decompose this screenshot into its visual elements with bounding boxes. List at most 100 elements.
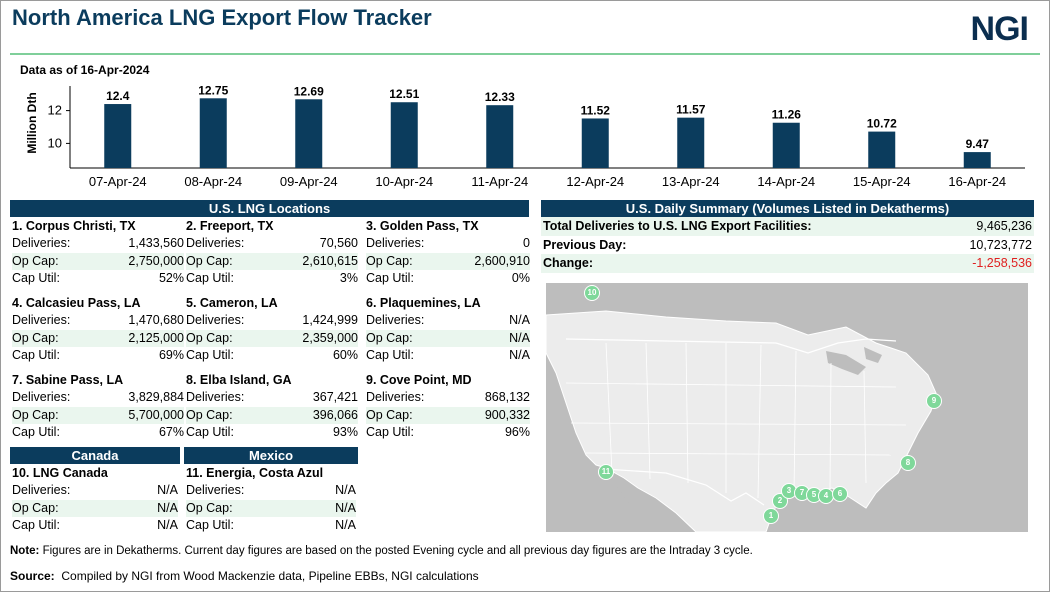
deliveries-value: 0: [523, 236, 530, 250]
cap-util-label: Cap Util:: [186, 348, 234, 362]
location-name: 9. Cove Point, MD: [366, 373, 472, 387]
op-cap-label: Op Cap:: [12, 330, 59, 345]
deliveries-value: N/A: [335, 483, 356, 497]
op-cap-label: Op Cap:: [186, 407, 233, 422]
deliveries-value: 1,470,680: [128, 313, 184, 327]
bar-value-label: 12.4: [106, 89, 130, 103]
facility-marker-9: 9: [926, 393, 942, 409]
y-tick-label: 12: [48, 103, 62, 118]
x-tick-label: 12-Apr-24: [566, 174, 624, 189]
location-card-8: 8. Elba Island, GA Deliveries: 367,421 Op C…: [186, 371, 358, 442]
summary-row-total: Total Deliveries to U.S. LNG Export Faci…: [541, 217, 1034, 236]
location-card-energia-costa-azul: 11. Energia, Costa Azul Deliveries: N/A O…: [186, 464, 356, 535]
summary-row-previous: Previous Day: 10,723,772: [541, 236, 1034, 255]
op-cap-label: Op Cap:: [186, 330, 233, 345]
cap-util-label: Cap Util:: [12, 348, 60, 362]
location-name: 10. LNG Canada: [12, 466, 108, 480]
summary-value: 9,465,236: [976, 219, 1032, 233]
deliveries-value: N/A: [157, 483, 178, 497]
bar-value-label: 11.26: [772, 108, 802, 122]
y-tick-label: 10: [48, 135, 62, 150]
cap-util-value: N/A: [157, 518, 178, 532]
deliveries-value: 1,424,999: [302, 313, 358, 327]
canada-header: Canada: [10, 447, 180, 464]
deliveries-label: Deliveries:: [12, 313, 71, 327]
cap-util-label: Cap Util:: [366, 271, 414, 285]
op-cap-label: Op Cap:: [366, 330, 413, 345]
summary-label: Previous Day:: [543, 237, 627, 252]
cap-util-value: 96%: [504, 425, 530, 439]
summary-header: U.S. Daily Summary (Volumes Listed in De…: [541, 200, 1034, 217]
op-cap-value: 900,332: [484, 407, 530, 422]
cap-util-value: 69%: [158, 348, 184, 362]
location-name: 6. Plaquemines, LA: [366, 296, 481, 310]
op-cap-value: 5,700,000: [128, 407, 184, 422]
location-card-6: 6. Plaquemines, LA Deliveries: N/A Op Cap: N…: [366, 294, 530, 365]
op-cap-label: Op Cap:: [12, 500, 59, 515]
ngi-logo: NGI: [970, 10, 1029, 48]
daily-summary-table: Total Deliveries to U.S. LNG Export Faci…: [541, 217, 1034, 273]
facility-marker-11: 11: [598, 464, 614, 480]
x-tick-label: 16-Apr-24: [948, 174, 1006, 189]
flow-bar-chart: Million Dth 10 12 12.4 07-Apr-24 12.75 08-Apr…: [25, 83, 1025, 189]
location-name: 1. Corpus Christi, TX: [12, 219, 136, 233]
location-card-1: 1. Corpus Christi, TX Deliveries: 1,433,56…: [12, 217, 184, 288]
location-card-3: 3. Golden Pass, TX Deliveries: 0 Op Cap: 2,6…: [366, 217, 530, 288]
deliveries-value: 367,421: [312, 390, 358, 404]
cap-util-value: 3%: [339, 271, 358, 285]
op-cap-value: 396,066: [312, 407, 358, 422]
location-name: 2. Freeport, TX: [186, 219, 274, 233]
bar-value-label: 12.69: [294, 84, 324, 98]
bar-value-label: 12.75: [198, 83, 228, 97]
deliveries-value: 3,829,884: [128, 390, 184, 404]
location-name: 8. Elba Island, GA: [186, 373, 292, 387]
location-card-lng-canada: 10. LNG Canada Deliveries: N/A Op Cap: N/A…: [12, 464, 178, 535]
cap-util-value: 0%: [511, 271, 530, 285]
op-cap-label: Op Cap:: [366, 253, 413, 268]
bar-14-Apr-24: [772, 122, 800, 168]
deliveries-label: Deliveries:: [186, 236, 245, 250]
op-cap-label: Op Cap:: [186, 253, 233, 268]
cap-util-label: Cap Util:: [186, 518, 234, 532]
x-tick-label: 10-Apr-24: [375, 174, 433, 189]
summary-change-value: -1,258,536: [972, 256, 1032, 270]
us-locations-header: U.S. LNG Locations: [10, 200, 529, 217]
deliveries-value: 1,433,560: [128, 236, 184, 250]
bar-12-Apr-24: [581, 118, 609, 168]
facility-marker-8: 8: [900, 455, 916, 471]
north-america-map-graphic: [546, 283, 1028, 532]
footer-note: Note: Figures are in Dekatherms. Current…: [10, 545, 753, 557]
x-tick-label: 15-Apr-24: [853, 174, 911, 189]
cap-util-label: Cap Util:: [186, 425, 234, 439]
op-cap-value: N/A: [509, 330, 530, 345]
x-tick-label: 11-Apr-24: [471, 174, 528, 189]
deliveries-label: Deliveries:: [12, 390, 71, 404]
deliveries-label: Deliveries:: [12, 483, 71, 497]
location-card-7: 7. Sabine Pass, LA Deliveries: 3,829,884 Op…: [12, 371, 184, 442]
facility-marker-6: 6: [832, 486, 848, 502]
op-cap-value: 2,610,615: [302, 253, 358, 268]
bar-value-label: 11.52: [581, 103, 611, 117]
cap-util-value: N/A: [335, 518, 356, 532]
bar-11-Apr-24: [486, 105, 514, 168]
location-card-5: 5. Cameron, LA Deliveries: 1,424,999 Op Cap…: [186, 294, 358, 365]
cap-util-value: 93%: [332, 425, 358, 439]
note-label: Note:: [10, 545, 40, 557]
cap-util-value: 52%: [158, 271, 184, 285]
mexico-header: Mexico: [184, 447, 358, 464]
lng-facility-map: 1 2 3 7 5 4 6 8 9 10 11: [546, 283, 1028, 532]
location-card-2: 2. Freeport, TX Deliveries: 70,560 Op Cap: 2…: [186, 217, 358, 288]
location-name: 11. Energia, Costa Azul: [186, 466, 324, 480]
cap-util-label: Cap Util:: [186, 271, 234, 285]
source-text: Compiled by NGI from Wood Mackenzie data…: [61, 569, 479, 583]
op-cap-value: 2,359,000: [302, 330, 358, 345]
x-tick-label: 09-Apr-24: [280, 174, 338, 189]
bar-09-Apr-24: [295, 99, 323, 168]
y-axis-label: Million Dth: [25, 92, 39, 153]
deliveries-label: Deliveries:: [186, 390, 245, 404]
bar-value-label: 10.72: [867, 117, 897, 131]
bar-value-label: 12.33: [485, 90, 515, 104]
deliveries-label: Deliveries:: [12, 236, 71, 250]
cap-util-value: N/A: [509, 348, 530, 362]
deliveries-label: Deliveries:: [186, 483, 245, 497]
